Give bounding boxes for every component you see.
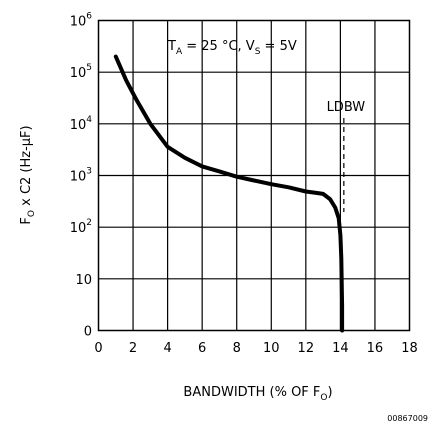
x-tick-label: 4: [163, 341, 171, 356]
y-tick-label: 104: [70, 115, 93, 133]
x-axis-ticks: 0 2 4 6 8 10 12 14 16 18: [94, 341, 417, 356]
x-axis-label: BANDWIDTH (% OF FO): [183, 385, 332, 403]
y-tick-label: 0: [84, 325, 92, 340]
y-tick-label: 102: [70, 218, 92, 236]
x-tick-label: 2: [129, 341, 137, 356]
x-tick-label: 16: [367, 341, 384, 356]
plot-frame: [97, 19, 411, 332]
x-tick-label: 10: [263, 341, 280, 356]
test-condition-label: TA = 25 °C, VS = 5V: [167, 39, 297, 57]
y-axis-label: FO x C2 (Hz-μF): [19, 125, 37, 224]
y-tick-label: 105: [70, 63, 92, 81]
x-tick-label: 12: [298, 341, 315, 356]
y-tick-label: 10: [75, 273, 92, 288]
chart-grid: [98, 20, 410, 331]
figure-id: 00867009: [387, 414, 428, 423]
y-tick-label: 106: [70, 12, 93, 30]
x-tick-label: 8: [233, 341, 241, 356]
y-tick-label: 103: [70, 167, 92, 185]
x-tick-label: 18: [401, 341, 418, 356]
x-tick-label: 14: [332, 341, 349, 356]
ldbw-label: LDBW: [327, 100, 366, 115]
x-tick-label: 0: [94, 341, 102, 356]
x-tick-label: 6: [198, 341, 206, 356]
y-axis-ticks: 0 10 102 103 104 105 106: [70, 12, 93, 340]
series-line: [113, 54, 345, 333]
